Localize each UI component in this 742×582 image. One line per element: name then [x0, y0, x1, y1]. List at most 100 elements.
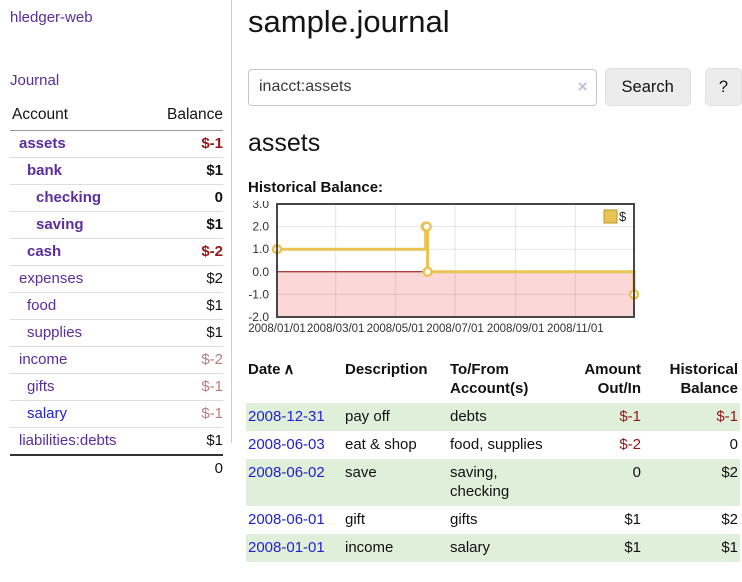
date-column-label: Date [248, 361, 281, 378]
main-content: sample.journal × Search ? assets Histori… [246, 0, 742, 562]
account-row: food $1 [10, 292, 223, 320]
transaction-description: save [343, 459, 448, 506]
account-link-assets[interactable]: assets [19, 135, 66, 152]
svg-text:1.0: 1.0 [252, 242, 269, 256]
account-row: saving $1 [10, 211, 223, 239]
account-row: supplies $1 [10, 319, 223, 347]
account-balance: $-1 [147, 373, 223, 401]
transaction-amount: $1 [553, 534, 643, 562]
register-header-row: Date ∧ Description To/From Account(s) Amo… [246, 358, 740, 403]
page-title: sample.journal [248, 4, 450, 39]
sort-by-date-button[interactable]: Date ∧ [248, 361, 295, 378]
svg-text:-2.0: -2.0 [248, 310, 269, 324]
account-row: assets $-1 [10, 130, 223, 158]
svg-text:3.0: 3.0 [252, 201, 269, 211]
account-balance: 0 [147, 184, 223, 212]
svg-text:-1.0: -1.0 [248, 287, 269, 301]
svg-text:0.0: 0.0 [252, 265, 269, 279]
account-balance: $-1 [147, 130, 223, 158]
transaction-date-link[interactable]: 2008-06-02 [248, 464, 325, 481]
account-heading: assets [248, 129, 321, 157]
sidebar-item-journal[interactable]: Journal [10, 72, 60, 89]
account-link-liabilities-debts[interactable]: liabilities:debts [19, 432, 117, 449]
accounts-header-account: Account [10, 106, 148, 131]
account-balance: $1 [147, 319, 223, 347]
account-row: expenses $2 [10, 265, 223, 293]
transaction-date-link[interactable]: 2008-12-31 [248, 408, 325, 425]
account-row: income $-2 [10, 346, 223, 374]
account-link-expenses[interactable]: expenses [19, 270, 84, 287]
register-row: 2008-12-31 pay off debts $-1 $-1 [246, 403, 740, 431]
transaction-balance: $1 [643, 534, 740, 562]
transaction-balance: $2 [721, 511, 738, 528]
account-row: checking 0 [10, 184, 223, 212]
transaction-balance: $2 [643, 459, 740, 506]
account-link-supplies[interactable]: supplies [27, 324, 83, 341]
app-title-link[interactable]: hledger-web [10, 9, 93, 26]
account-row: cash $-2 [10, 238, 223, 266]
balance-column-label: Historical Balance [669, 361, 738, 397]
account-row: bank $1 [10, 157, 223, 185]
transaction-accounts: food, supplies [450, 436, 543, 453]
transaction-balance: 0 [729, 436, 738, 453]
register-row: 2008-06-03 eat & shop food, supplies $-2… [246, 431, 740, 459]
sidebar: hledger-web Journal Account Balance asse… [0, 0, 231, 482]
transaction-accounts: gifts [450, 511, 478, 528]
account-link-gifts[interactable]: gifts [27, 378, 55, 395]
svg-text:2008/07/01: 2008/07/01 [426, 323, 484, 335]
transaction-amount: 0 [553, 459, 643, 506]
transaction-accounts: saving, checking [448, 459, 553, 506]
chart-title: Historical Balance: [248, 179, 384, 196]
account-balance: $1 [147, 211, 223, 239]
svg-text:$: $ [619, 209, 627, 224]
register-row: 2008-01-01 income salary $1 $1 [246, 534, 740, 562]
help-button[interactable]: ? [704, 68, 742, 106]
accounts-table: Account Balance assets $-1 bank $1 check… [10, 106, 223, 482]
account-link-salary[interactable]: salary [27, 405, 68, 422]
transaction-accounts: salary [448, 534, 553, 562]
transaction-description: pay off [343, 403, 448, 431]
svg-text:2008/03/01: 2008/03/01 [307, 323, 365, 335]
account-balance: $-1 [147, 400, 223, 428]
account-row: salary $-1 [10, 400, 223, 428]
transaction-date-link[interactable]: 2008-06-01 [248, 511, 325, 528]
search-button[interactable]: Search [604, 68, 691, 106]
transaction-date-link[interactable]: 2008-01-01 [248, 539, 325, 556]
account-link-food[interactable]: food [27, 297, 57, 314]
search-input[interactable] [248, 68, 597, 106]
search-bar: × Search ? [248, 68, 742, 106]
account-link-bank[interactable]: bank [27, 162, 63, 179]
svg-text:2008/05/01: 2008/05/01 [367, 323, 425, 335]
accounts-column-label: To/From Account(s) [450, 361, 529, 397]
transaction-description: gift [345, 511, 366, 528]
account-balance: $1 [147, 157, 223, 185]
description-column-label: Description [345, 361, 428, 378]
clear-search-icon[interactable]: × [577, 76, 588, 96]
account-link-saving[interactable]: saving [36, 216, 84, 233]
transaction-description: eat & shop [345, 436, 417, 453]
svg-text:2008/09/01: 2008/09/01 [487, 323, 545, 335]
account-link-income[interactable]: income [19, 351, 68, 368]
account-row: liabilities:debts $1 [10, 427, 223, 456]
accounts-total-value: 0 [147, 454, 223, 482]
sidebar-divider [231, 0, 232, 443]
register-table: Date ∧ Description To/From Account(s) Amo… [246, 358, 740, 562]
transaction-amount: $-2 [619, 436, 641, 453]
account-balance: $1 [147, 292, 223, 320]
account-balance: $1 [147, 427, 223, 456]
svg-text:2.0: 2.0 [252, 220, 269, 234]
account-link-cash[interactable]: cash [27, 243, 62, 260]
accounts-total-row: 0 [10, 454, 223, 482]
account-link-checking[interactable]: checking [36, 189, 102, 206]
transaction-description: income [343, 534, 448, 562]
transaction-amount: $1 [624, 511, 641, 528]
register-row: 2008-06-01 gift gifts $1 $2 [246, 506, 740, 534]
amount-column-label: Amount Out/In [584, 361, 641, 397]
sort-ascending-icon: ∧ [283, 361, 295, 378]
transaction-balance: $-1 [643, 403, 740, 431]
account-balance: $-2 [147, 346, 223, 374]
register-row: 2008-06-02 save saving, checking 0 $2 [246, 459, 740, 506]
account-balance: $-2 [147, 238, 223, 266]
transaction-date-link[interactable]: 2008-06-03 [248, 436, 325, 453]
